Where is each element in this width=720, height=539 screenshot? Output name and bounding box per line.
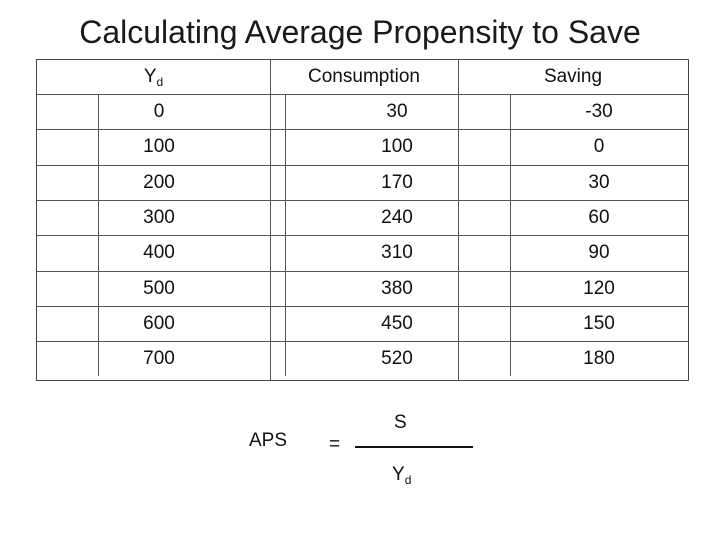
formula-equals: = bbox=[329, 434, 341, 455]
cell-saving: -30 bbox=[585, 101, 613, 122]
row-divider bbox=[37, 235, 688, 237]
header-yd-main: Y bbox=[143, 66, 157, 87]
subcolumn-divider bbox=[510, 94, 511, 377]
subcolumn-divider bbox=[285, 94, 286, 377]
cell-yd: 500 bbox=[143, 277, 175, 299]
cell-yd: 0 bbox=[153, 101, 165, 122]
row-divider bbox=[37, 270, 688, 272]
header-consumption: Consumption bbox=[308, 66, 420, 87]
cell-saving: 180 bbox=[583, 348, 615, 370]
fraction-bar bbox=[355, 446, 473, 448]
cell-consumption: 520 bbox=[381, 348, 413, 370]
formula-numerator: S bbox=[394, 412, 407, 433]
column-divider bbox=[270, 60, 271, 380]
formula-denominator-sub: d bbox=[404, 473, 412, 487]
cell-consumption: 170 bbox=[381, 171, 413, 193]
cell-consumption: 450 bbox=[381, 312, 413, 334]
row-divider bbox=[37, 94, 688, 95]
row-divider bbox=[37, 341, 688, 343]
cell-saving: 90 bbox=[588, 242, 610, 264]
formula-denominator: Yd bbox=[392, 464, 411, 486]
row-divider bbox=[37, 199, 688, 201]
cell-saving: 30 bbox=[588, 171, 610, 193]
cell-yd: 700 bbox=[143, 348, 175, 370]
cell-yd: 400 bbox=[143, 242, 175, 264]
row-divider bbox=[37, 305, 688, 307]
cell-saving: 120 bbox=[583, 277, 615, 299]
column-divider bbox=[458, 60, 459, 380]
row-divider bbox=[37, 129, 688, 131]
cell-consumption: 30 bbox=[386, 101, 408, 122]
header-yd-sub: d bbox=[156, 75, 164, 89]
cell-saving: 150 bbox=[583, 312, 615, 334]
page-title: Calculating Average Propensity to Save bbox=[79, 14, 641, 50]
cell-saving: 0 bbox=[593, 136, 605, 158]
cell-saving: 60 bbox=[588, 206, 610, 228]
formula-lhs: APS bbox=[249, 430, 288, 451]
cell-yd: 200 bbox=[143, 171, 175, 193]
header-saving: Saving bbox=[543, 66, 603, 87]
row-divider bbox=[37, 164, 688, 166]
cell-consumption: 240 bbox=[381, 206, 413, 228]
aps-table: Yd Consumption Saving 0 30 -30 100 100 0 200 17… bbox=[36, 59, 689, 381]
cell-yd: 600 bbox=[143, 312, 175, 334]
cell-consumption: 380 bbox=[381, 277, 413, 299]
subcolumn-divider bbox=[98, 94, 99, 377]
cell-consumption: 310 bbox=[381, 242, 413, 264]
cell-yd: 300 bbox=[143, 206, 175, 228]
formula-denominator-main: Y bbox=[392, 464, 405, 485]
cell-yd: 100 bbox=[143, 136, 175, 158]
header-yd: Yd bbox=[37, 60, 270, 94]
cell-consumption: 100 bbox=[381, 136, 413, 158]
